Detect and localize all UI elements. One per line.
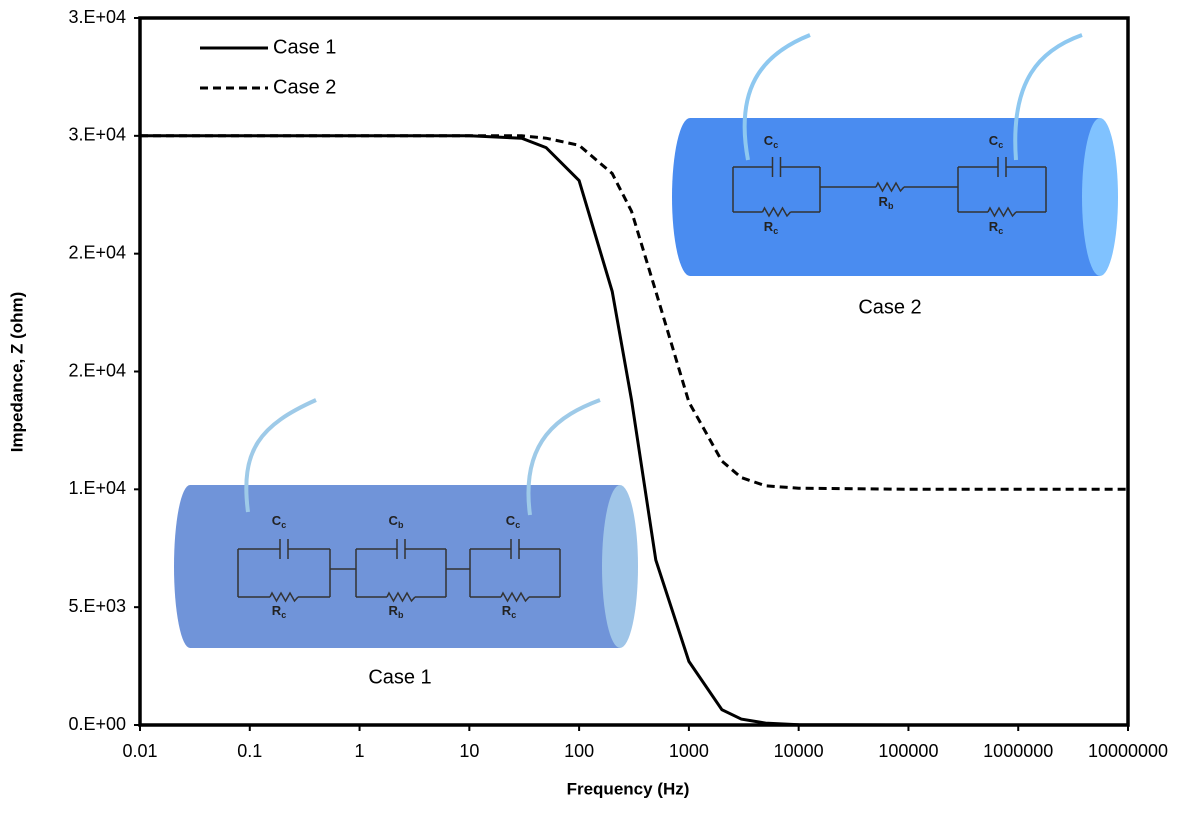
component-subscript: c [998,226,1003,236]
component-subscript: b [888,201,894,211]
x-tick-label: 0.1 [237,741,262,761]
y-tick-label: 2.E+04 [68,360,126,380]
x-tick-label: 10000 [774,741,824,761]
x-tick-label: 10000000 [1088,741,1168,761]
inset-caption: Case 2 [858,296,921,318]
y-tick-label: 3.E+04 [68,7,126,27]
y-tick-label: 1.E+04 [68,478,126,498]
inset-caption: Case 1 [368,666,431,688]
cylinder-end [602,485,638,648]
x-tick-label: 1 [355,741,365,761]
component-subscript: c [773,140,778,150]
component-subscript: c [998,140,1003,150]
x-axis-title: Frequency (Hz) [567,779,690,798]
x-tick-label: 100000 [878,741,938,761]
x-tick-label: 1000 [669,741,709,761]
component-subscript: c [281,610,286,620]
y-tick-label: 2.E+04 [68,242,126,262]
cylinder-end [1082,118,1118,276]
y-tick-label: 3.E+04 [68,125,126,145]
component-subscript: c [511,610,516,620]
chart: Frequency (Hz) Impedance, Z (ohm) 0.E+00… [0,0,1193,816]
insets [174,35,1118,648]
cylinder [174,485,620,648]
x-tick-label: 100 [564,741,594,761]
component-subscript: b [398,610,404,620]
x-tick-label: 0.01 [122,741,157,761]
x-tick-label: 1000000 [983,741,1053,761]
component-subscript: c [515,520,520,530]
component-subscript: c [281,520,286,530]
y-axis-title: Impedance, Z (ohm) [7,292,26,453]
y-tick-label: 0.E+00 [68,714,126,734]
x-tick-label: 10 [459,741,479,761]
legend-label: Case 1 [273,36,336,58]
component-subscript: b [398,520,404,530]
component-subscript: c [773,226,778,236]
y-tick-label: 5.E+03 [68,596,126,616]
legend-label: Case 2 [273,76,336,98]
